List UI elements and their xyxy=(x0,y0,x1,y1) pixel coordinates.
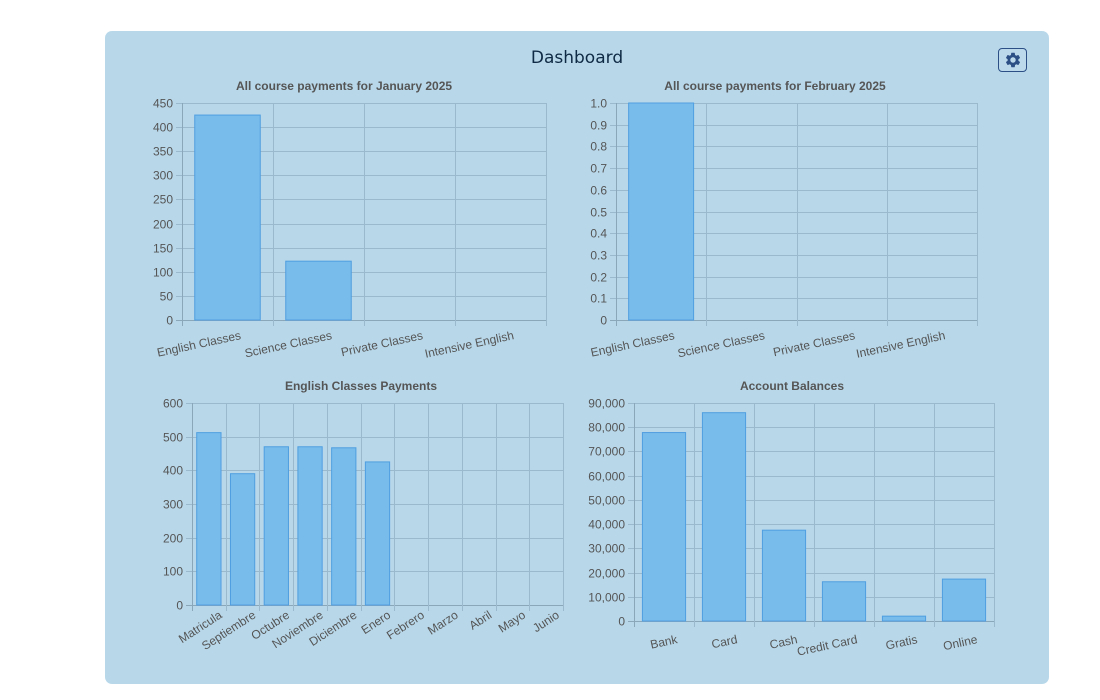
y-tick-label: 200 xyxy=(163,532,183,546)
y-tick-label: 0.6 xyxy=(590,184,607,198)
bar[interactable] xyxy=(194,114,261,321)
y-tick-label: 0 xyxy=(618,615,625,629)
chart-title: All course payments for January 2025 xyxy=(236,79,452,93)
chart-january-payments: All course payments for January 2025 0 50 1… xyxy=(153,79,547,361)
y-tick-label: 50 xyxy=(160,290,174,304)
bar[interactable] xyxy=(229,473,256,606)
y-tick-label: 0.3 xyxy=(590,249,607,263)
bar[interactable] xyxy=(285,260,352,321)
y-tick-label: 0.9 xyxy=(590,119,607,133)
x-tick-label: Online xyxy=(942,632,979,653)
y-tick-label: 400 xyxy=(153,121,173,135)
y-tick-label: 350 xyxy=(153,145,173,159)
y-tick-label: 450 xyxy=(153,97,173,111)
x-tick-label: Gratis xyxy=(884,632,918,652)
y-tick-label: 100 xyxy=(163,565,183,579)
y-tick-label: 40,000 xyxy=(588,518,625,532)
x-tick-label: Private Classes xyxy=(772,328,856,359)
x-tick-label: Marzo xyxy=(425,608,461,638)
y-tick-label: 80,000 xyxy=(588,421,625,435)
bar[interactable] xyxy=(761,529,807,622)
bar[interactable] xyxy=(196,432,222,606)
y-tick-label: 250 xyxy=(153,193,173,207)
y-tick-label: 200 xyxy=(153,218,173,232)
y-tick-label: 0.4 xyxy=(590,227,607,241)
chart-title: Account Balances xyxy=(740,379,844,393)
bar[interactable] xyxy=(628,102,695,321)
chart-title: All course payments for February 2025 xyxy=(664,79,886,93)
bar[interactable] xyxy=(941,578,987,622)
chart-account-balances: Account Balances 0 10,000 20,000 30,000 40,00… xyxy=(588,379,995,659)
chart-february-payments: All course payments for February 2025 0 0.… xyxy=(589,79,978,361)
x-tick-label: Science Classes xyxy=(676,328,766,360)
chart-english-classes-payments: English Classes Payments 0 100 200 300 400 500… xyxy=(163,379,564,653)
y-tick-label: 20,000 xyxy=(588,567,625,581)
bar[interactable] xyxy=(263,446,289,606)
y-tick-label: 90,000 xyxy=(588,397,625,411)
y-tick-label: 0 xyxy=(176,599,183,613)
x-tick-label: Abril xyxy=(467,608,495,633)
settings-button[interactable] xyxy=(998,48,1027,72)
bar[interactable] xyxy=(297,446,323,606)
y-tick-label: 1.0 xyxy=(590,97,607,111)
bar[interactable] xyxy=(881,615,927,622)
dashboard-panel: Dashboard xyxy=(105,31,1049,684)
y-tick-label: 0 xyxy=(600,314,607,328)
x-tick-label: Cash xyxy=(768,632,798,652)
x-tick-label: Febrero xyxy=(384,608,427,643)
x-tick-label: Credit Card xyxy=(796,632,859,658)
y-tick-label: 500 xyxy=(163,431,183,445)
y-tick-label: 0.7 xyxy=(590,162,607,176)
x-tick-label: Intensive English xyxy=(423,328,515,361)
y-tick-label: 400 xyxy=(163,464,183,478)
y-tick-label: 0.5 xyxy=(590,206,607,220)
y-tick-label: 300 xyxy=(163,498,183,512)
y-tick-label: 0 xyxy=(166,314,173,328)
y-tick-label: 10,000 xyxy=(588,591,625,605)
x-tick-label: Mayo xyxy=(496,608,529,636)
bar[interactable] xyxy=(701,412,747,622)
x-tick-label: Bank xyxy=(649,632,680,652)
y-tick-label: 70,000 xyxy=(588,445,625,459)
y-tick-label: 0.2 xyxy=(590,271,607,285)
chart-title: English Classes Payments xyxy=(285,379,437,393)
x-tick-label: Science Classes xyxy=(243,328,333,360)
bar[interactable] xyxy=(821,581,867,622)
y-tick-label: 0.8 xyxy=(590,140,607,154)
x-tick-label: Private Classes xyxy=(340,328,424,359)
y-tick-label: 600 xyxy=(163,397,183,411)
y-tick-label: 300 xyxy=(153,169,173,183)
y-tick-label: 50,000 xyxy=(588,494,625,508)
y-tick-label: 30,000 xyxy=(588,542,625,556)
bar[interactable] xyxy=(364,461,391,606)
x-tick-label: English Classes xyxy=(156,328,242,359)
y-tick-label: 60,000 xyxy=(588,470,625,484)
y-tick-label: 150 xyxy=(153,242,173,256)
y-tick-label: 100 xyxy=(153,266,173,280)
bar[interactable] xyxy=(641,432,687,622)
x-tick-label: English Classes xyxy=(589,328,675,359)
bar[interactable] xyxy=(331,447,357,606)
x-tick-label: Card xyxy=(710,632,738,651)
x-tick-label: Intensive English xyxy=(855,328,947,361)
y-tick-label: 0.1 xyxy=(590,292,607,306)
dashboard-title: Dashboard xyxy=(530,48,624,68)
gear-icon xyxy=(1005,52,1020,68)
x-tick-label: Junio xyxy=(530,608,562,636)
